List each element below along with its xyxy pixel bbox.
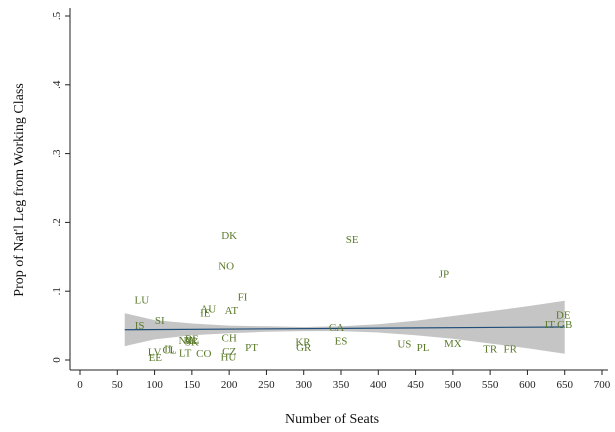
point-label-es: ES — [335, 336, 348, 348]
point-label-it: IT — [545, 319, 556, 331]
point-label-cl: CL — [162, 345, 176, 357]
x-axis-title: Number of Seats — [285, 412, 379, 427]
point-label-au: AU — [200, 303, 216, 315]
point-label-ie: IE — [200, 308, 211, 320]
point-label-fi: FI — [238, 292, 248, 304]
x-tick-label: 200 — [221, 379, 238, 391]
point-label-sk: SK — [185, 336, 199, 348]
point-label-fr: FR — [504, 343, 518, 355]
point-label-nz: NZ — [179, 335, 194, 347]
y-tick-label: .1 — [51, 287, 63, 295]
x-tick-label: 0 — [77, 379, 83, 391]
x-tick-label: 350 — [333, 379, 350, 391]
fit-line-layer — [124, 326, 565, 331]
point-label-kr: KR — [295, 336, 311, 348]
y-tick-label: .5 — [51, 11, 63, 20]
confidence-band — [124, 300, 565, 354]
point-label-us: US — [397, 338, 411, 350]
x-tick-label: 650 — [556, 379, 573, 391]
point-label-si: SI — [155, 315, 165, 327]
point-label-pl: PL — [417, 342, 430, 354]
x-tick-label: 700 — [594, 379, 611, 391]
point-label-co: CO — [196, 348, 211, 360]
x-tick-label: 100 — [146, 379, 163, 391]
x-tick-label: 50 — [112, 379, 124, 391]
x-tick-label: 450 — [407, 379, 424, 391]
point-label-mx: MX — [444, 338, 462, 350]
y-tick-label: .2 — [51, 218, 63, 226]
point-label-ca: CA — [329, 322, 344, 334]
point-label-no: NO — [218, 261, 234, 273]
point-label-ch: CH — [222, 332, 237, 344]
x-tick-label: 600 — [519, 379, 536, 391]
fit-line — [124, 326, 565, 331]
point-label-hu: HU — [220, 352, 236, 364]
y-tick-label: 0 — [51, 357, 63, 363]
x-tick-label: 300 — [295, 379, 312, 391]
point-label-lt: LT — [179, 347, 192, 359]
point-label-ee: EE — [149, 352, 163, 364]
x-tick-label: 400 — [370, 379, 387, 391]
point-label-jp: JP — [439, 268, 449, 280]
point-label-tr: TR — [483, 343, 498, 355]
point-label-gr: GR — [296, 342, 312, 354]
point-label-lv: LV — [148, 347, 162, 359]
confidence-band-layer — [124, 300, 565, 354]
point-label-is: IS — [135, 320, 145, 332]
point-label-cz: CZ — [222, 346, 236, 358]
y-tick-label: .4 — [51, 80, 63, 89]
y-axis-title: Prop of Nat'l Leg from Working Class — [12, 83, 27, 296]
point-label-gb: GB — [557, 319, 572, 331]
point-label-pt: PT — [245, 342, 258, 354]
axes-layer: 0 50 100 150 200 250 300 350 400 450 500 550 600 650 7… — [51, 8, 611, 391]
point-label-lu: LU — [135, 294, 150, 306]
point-label-be: BE — [185, 334, 199, 346]
point-label-at: AT — [225, 305, 239, 317]
x-tick-label: 150 — [184, 379, 201, 391]
x-tick-label: 550 — [482, 379, 499, 391]
x-tick-label: 250 — [258, 379, 275, 391]
point-label-nl: NL — [185, 335, 200, 347]
point-label-se: SE — [346, 234, 359, 246]
x-tick-label: 500 — [445, 379, 462, 391]
y-tick-label: .3 — [51, 149, 63, 158]
point-label-dk: DK — [221, 230, 237, 242]
point-label-de: DE — [556, 310, 571, 322]
point-label-il: IL — [164, 343, 175, 355]
